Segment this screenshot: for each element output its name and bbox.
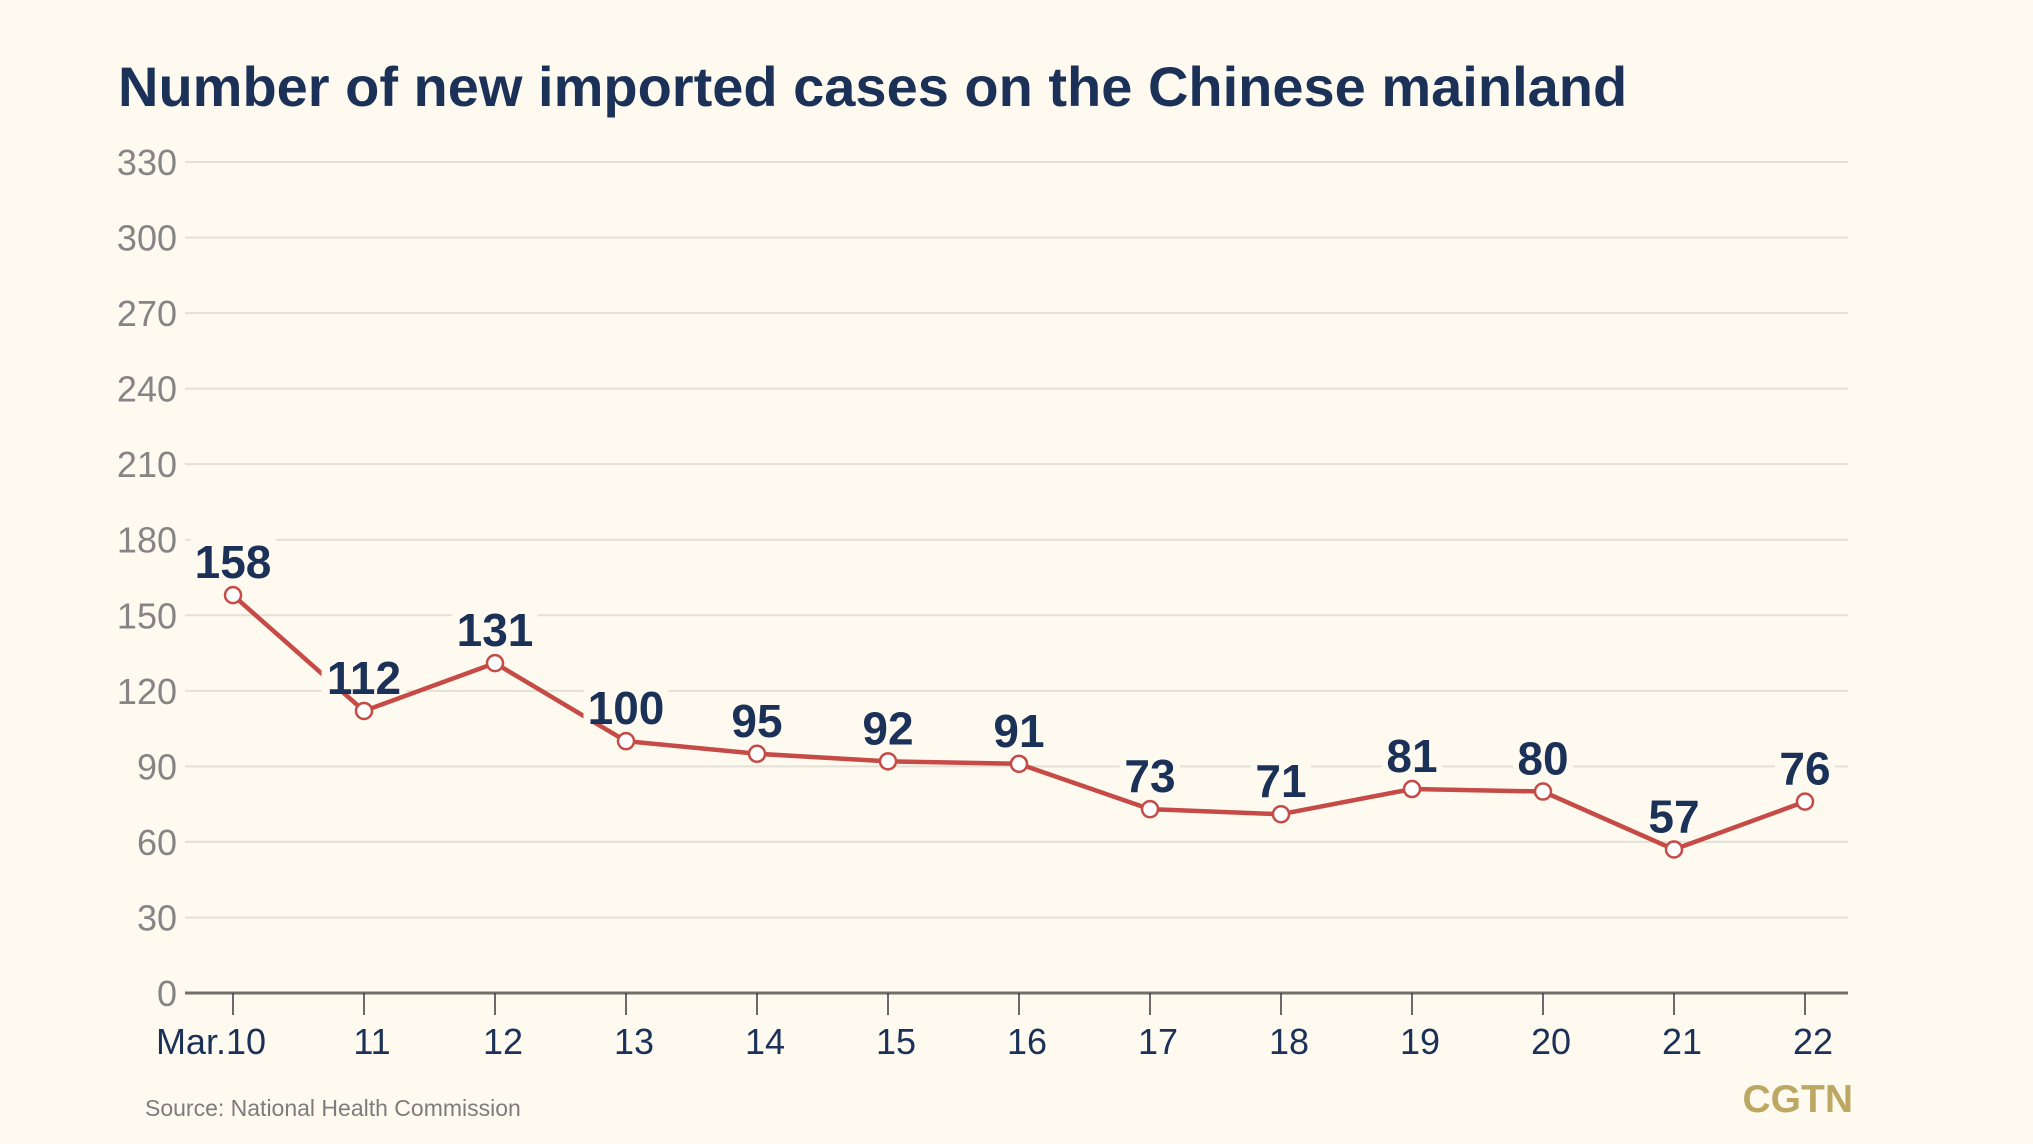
- data-label-bg: [1382, 731, 1442, 772]
- y-tick-label: 60: [137, 822, 177, 863]
- data-label: 100: [588, 682, 665, 734]
- source-note: Source: National Health Commission: [145, 1095, 521, 1121]
- data-label: 91: [993, 705, 1044, 757]
- data-label-bg: [989, 705, 1049, 746]
- data-label: 71: [1255, 755, 1306, 807]
- gridlines: [185, 161, 1848, 919]
- chart-title: Number of new imported cases on the Chin…: [118, 55, 1627, 118]
- x-axis-ticks: Mar.10 11 12 13 14 15 16 17 18 19 20 21 22: [156, 993, 1833, 1062]
- y-tick-label: 30: [137, 897, 177, 938]
- y-tick-label: 240: [117, 369, 177, 410]
- x-tick-label: 15: [876, 1021, 916, 1062]
- data-label-bg: [583, 683, 669, 724]
- x-tick-label: 22: [1793, 1021, 1833, 1062]
- y-tick-label: 180: [117, 520, 177, 561]
- y-tick-label: 120: [117, 671, 177, 712]
- x-tick-label: 11: [353, 1021, 390, 1062]
- data-label-bg: [1775, 743, 1835, 784]
- data-label: 73: [1124, 750, 1175, 802]
- data-label: 76: [1779, 743, 1830, 795]
- data-point: [1664, 840, 1684, 859]
- data-label: 95: [731, 695, 782, 747]
- data-label: 158: [195, 536, 272, 588]
- data-label: 80: [1517, 733, 1568, 785]
- y-tick-label: 270: [117, 293, 177, 334]
- data-label-bg: [1120, 751, 1180, 792]
- data-labels: 158 112 131 100 95 92 91 73 71 81 80 57 76: [190, 536, 1835, 842]
- data-point: [1140, 799, 1160, 819]
- x-tick-label: Mar.10: [156, 1021, 266, 1062]
- data-point: [878, 752, 898, 771]
- data-label-bg: [1513, 733, 1573, 774]
- data-point: [616, 731, 636, 751]
- x-tick-label: 16: [1007, 1021, 1047, 1062]
- data-label-bg: [1644, 791, 1704, 832]
- y-tick-label: 330: [117, 142, 177, 183]
- data-point: [354, 701, 374, 721]
- data-label-bg: [727, 695, 787, 736]
- data-label: 112: [327, 652, 401, 704]
- data-point: [485, 653, 505, 673]
- y-tick-label: 210: [117, 444, 177, 485]
- data-label-bg: [452, 605, 538, 646]
- data-point: [1009, 754, 1029, 774]
- data-point: [747, 744, 767, 764]
- y-tick-label: 150: [117, 595, 177, 636]
- y-axis-ticks: 0 30 60 90 120 150 180 210 240 270 300 330: [117, 142, 177, 1014]
- data-point: [1533, 782, 1553, 801]
- data-point: [1402, 779, 1422, 799]
- x-tick-label: 12: [483, 1021, 523, 1062]
- x-tick-label: 20: [1531, 1021, 1571, 1062]
- data-label-bg: [321, 652, 407, 693]
- data-label-bg: [190, 537, 276, 578]
- x-tick-label: 17: [1138, 1021, 1178, 1062]
- data-point: [1795, 792, 1815, 811]
- data-label: 92: [862, 702, 913, 754]
- x-tick-label: 14: [745, 1021, 785, 1062]
- data-label: 57: [1648, 790, 1699, 842]
- data-label: 81: [1386, 730, 1437, 782]
- x-tick-label: 19: [1400, 1021, 1440, 1062]
- data-point: [1271, 804, 1291, 824]
- data-markers: [223, 585, 1815, 859]
- x-tick-label: 21: [1662, 1021, 1702, 1062]
- data-label-bg: [1251, 756, 1311, 797]
- data-label-bg: [858, 703, 918, 744]
- cgtn-logo: CGTN: [1743, 1078, 1854, 1121]
- data-point: [223, 585, 243, 605]
- y-tick-label: 90: [137, 746, 177, 787]
- data-label: 131: [457, 604, 534, 656]
- y-tick-label: 300: [117, 218, 177, 259]
- x-tick-label: 13: [614, 1021, 654, 1062]
- x-tick-label: 18: [1269, 1021, 1309, 1062]
- y-tick-label: 0: [157, 973, 177, 1014]
